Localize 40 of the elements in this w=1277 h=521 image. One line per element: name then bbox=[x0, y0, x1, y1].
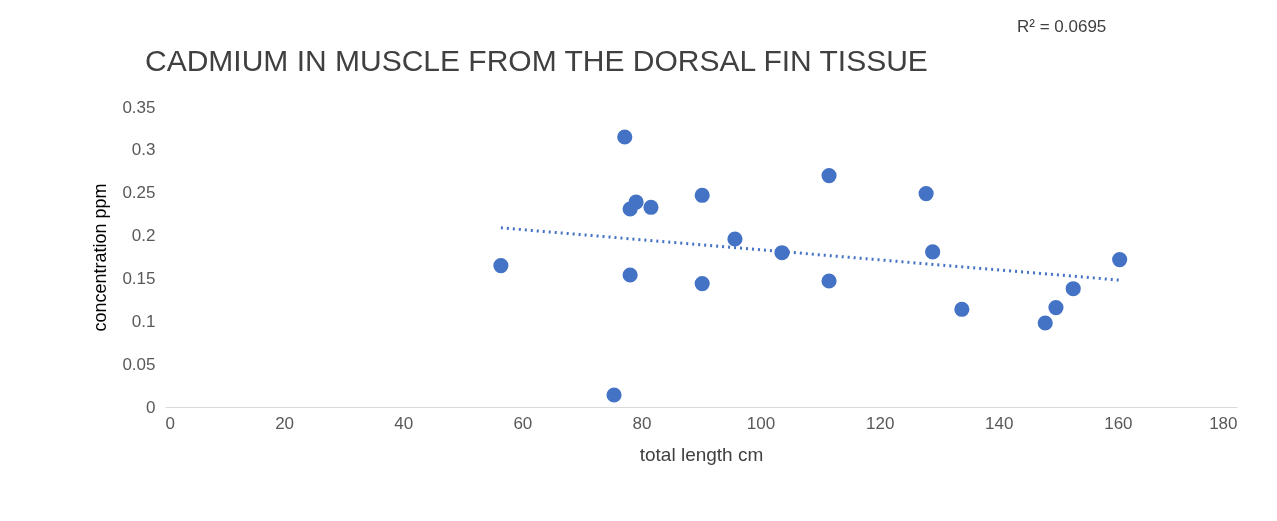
point bbox=[606, 387, 622, 403]
x-tick-label: 180 bbox=[1209, 413, 1238, 433]
point bbox=[1065, 281, 1081, 297]
x-tick-label: 160 bbox=[1104, 413, 1133, 433]
x-tick-label: 60 bbox=[513, 413, 533, 433]
point bbox=[821, 168, 837, 184]
point bbox=[1037, 315, 1053, 331]
point bbox=[918, 186, 934, 202]
point bbox=[617, 129, 633, 145]
y-tick-label: 0.3 bbox=[131, 140, 156, 160]
point bbox=[1048, 300, 1064, 316]
point bbox=[954, 301, 970, 317]
y-tick-label: 0.2 bbox=[131, 226, 156, 246]
point bbox=[694, 276, 710, 292]
y-axis-title: concentration ppm bbox=[90, 183, 111, 332]
y-tick-label: 0.35 bbox=[122, 97, 156, 117]
x-tick-label: 20 bbox=[275, 413, 295, 433]
x-tick-label: 40 bbox=[394, 413, 414, 433]
point bbox=[727, 231, 743, 247]
x-tick-label: 120 bbox=[865, 413, 895, 433]
point bbox=[694, 187, 710, 203]
text: R² = 0.0695 bbox=[1017, 17, 1107, 36]
point bbox=[925, 244, 941, 260]
y-tick-label: 0.15 bbox=[122, 268, 156, 288]
x-tick-label: 0 bbox=[165, 413, 175, 433]
y-tick-label: 0.1 bbox=[131, 311, 156, 331]
point bbox=[622, 201, 638, 217]
x-tick-label: 80 bbox=[632, 413, 652, 433]
point bbox=[493, 258, 509, 274]
x-tick-label: 140 bbox=[985, 413, 1014, 433]
y-tick-label: 0.05 bbox=[122, 354, 156, 374]
y-tick-label: 0.25 bbox=[122, 183, 156, 203]
x-axis-title: total length cm bbox=[639, 443, 764, 465]
point bbox=[643, 199, 659, 215]
x-tick-label: 100 bbox=[746, 413, 776, 433]
point bbox=[1112, 252, 1128, 268]
chart-title: CADMIUM IN MUSCLE FROM THE DORSAL FIN TISSUE bbox=[145, 44, 928, 77]
y-tick-label: 0 bbox=[146, 397, 156, 417]
point bbox=[821, 273, 837, 289]
point bbox=[622, 267, 638, 283]
